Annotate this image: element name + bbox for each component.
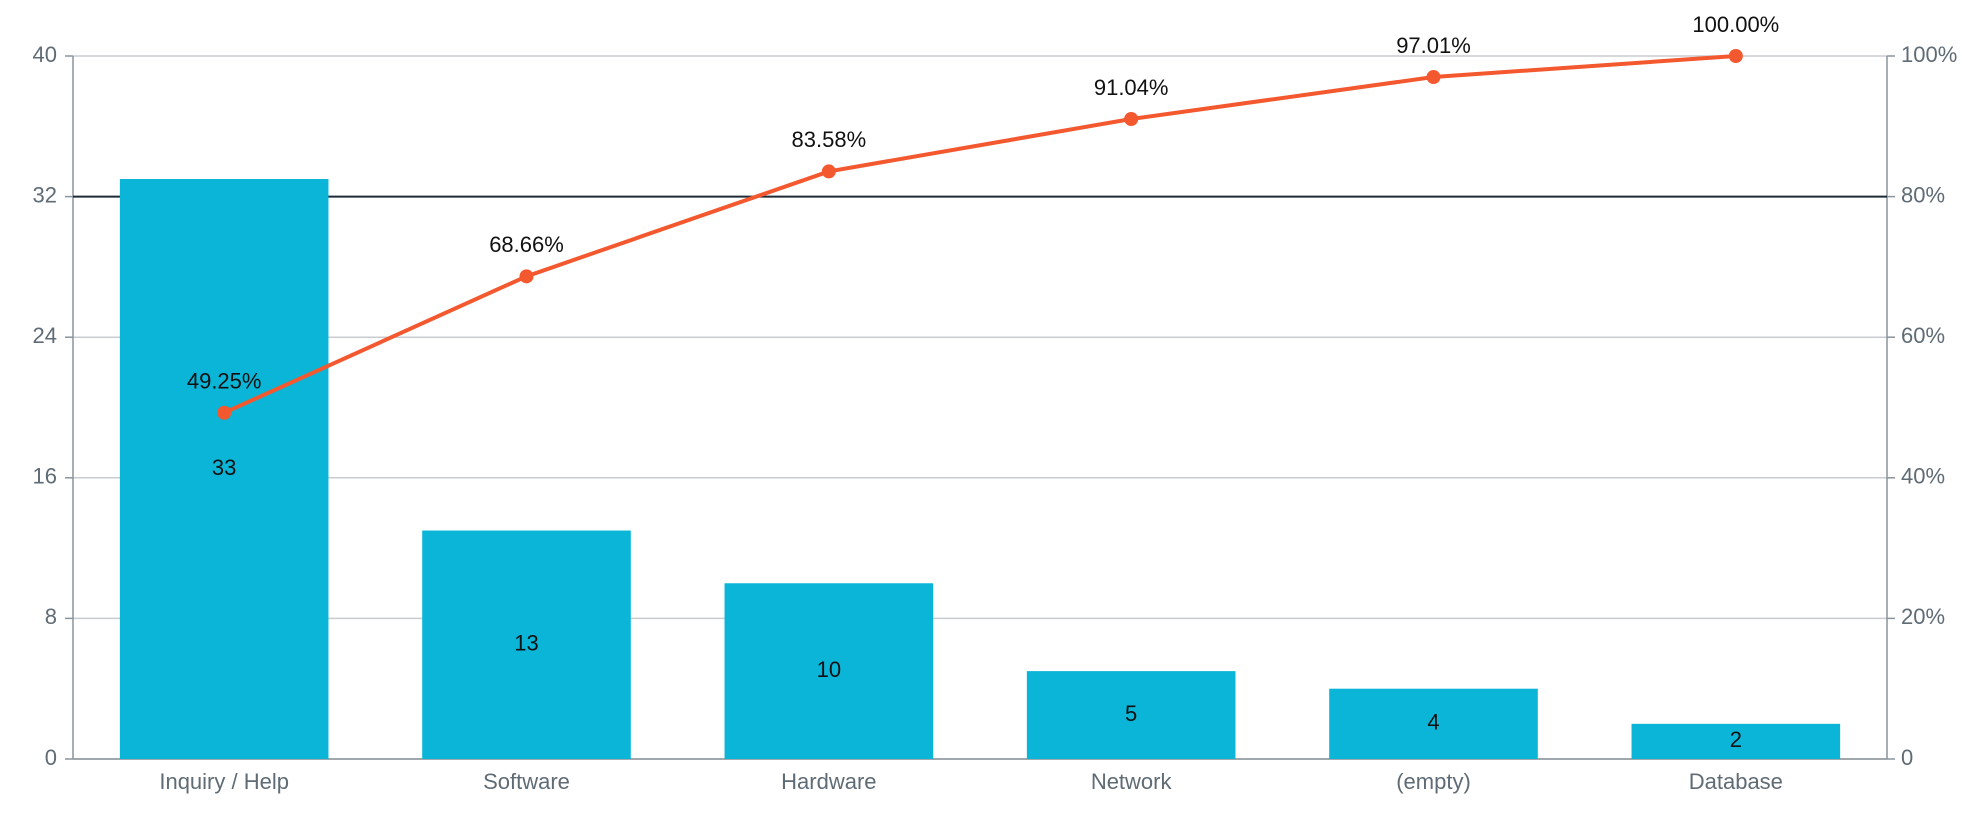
line-point — [821, 164, 836, 179]
x-tick-label: Inquiry / Help — [159, 769, 289, 794]
y2-tick-label: 80% — [1901, 182, 1945, 207]
bar-label: 5 — [1125, 701, 1137, 726]
y-tick-label: 16 — [33, 464, 57, 489]
x-tick-label: Hardware — [781, 769, 876, 794]
bar — [1329, 688, 1538, 759]
bar-label: 13 — [514, 631, 538, 656]
y2-tick-label: 100% — [1901, 42, 1957, 67]
line-point — [217, 405, 232, 420]
line-point — [519, 269, 534, 284]
bar-label: 4 — [1427, 710, 1439, 735]
bar — [1026, 671, 1236, 759]
line-point — [1124, 111, 1139, 126]
line-label: 49.25% — [187, 369, 262, 394]
line-label: 97.01% — [1396, 33, 1471, 58]
y-tick-label: 24 — [33, 323, 57, 348]
line-label: 83.58% — [792, 127, 867, 152]
line-label: 91.04% — [1094, 75, 1169, 100]
y2-tick-label: 40% — [1901, 464, 1945, 489]
line-label: 68.66% — [489, 232, 564, 257]
bar — [1631, 723, 1841, 759]
line-point — [1728, 49, 1743, 63]
bar-label: 10 — [817, 657, 841, 682]
y2-tick-label: 0 — [1901, 745, 1913, 770]
bar-label: 2 — [1730, 727, 1742, 752]
line-point — [1426, 70, 1441, 85]
bar — [119, 179, 329, 759]
bar — [422, 530, 631, 759]
line — [223, 54, 1736, 415]
y-tick-label: 32 — [33, 182, 57, 207]
x-tick-label: Software — [483, 769, 570, 794]
line-label: 100.00% — [1692, 12, 1779, 37]
x-tick-label: (empty) — [1396, 769, 1471, 794]
y2-tick-label: 20% — [1901, 604, 1945, 629]
y-tick-label: 8 — [45, 604, 57, 629]
bar-label: 33 — [212, 455, 236, 480]
y2-tick-label: 60% — [1901, 323, 1945, 348]
x-tick-label: Network — [1091, 769, 1173, 794]
y-tick-label: 40 — [33, 42, 57, 67]
bar — [724, 583, 934, 759]
y-tick-label: 0 — [45, 745, 57, 770]
x-tick-label: Database — [1689, 769, 1783, 794]
